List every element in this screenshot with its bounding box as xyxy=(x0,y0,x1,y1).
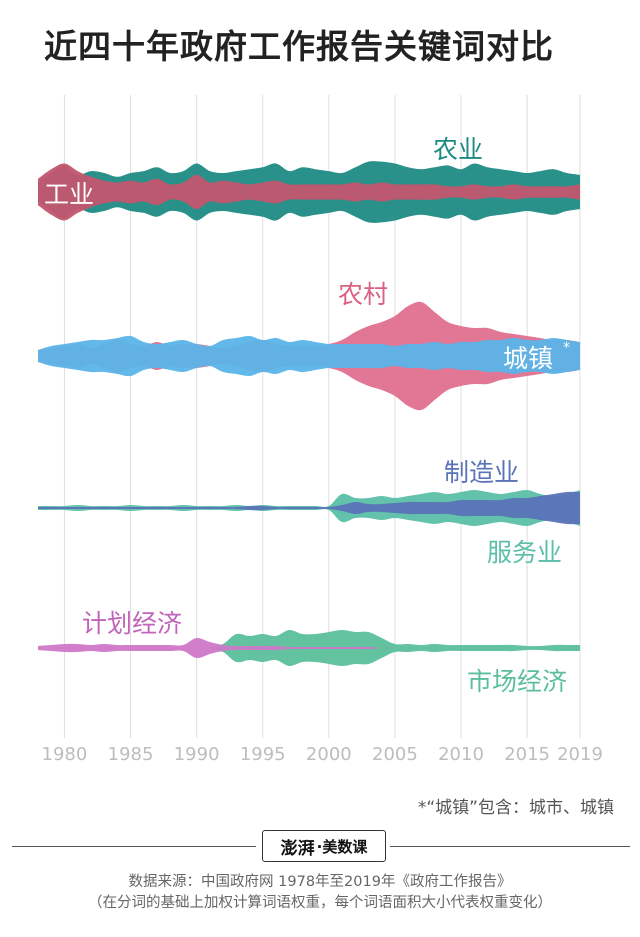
x-tick-label: 2005 xyxy=(372,744,418,765)
x-tick-label: 1995 xyxy=(240,744,286,765)
label-urban: 城镇 xyxy=(503,344,553,373)
divider-right xyxy=(390,846,630,847)
footnote: *“城镇”包含：城市、城镇 xyxy=(417,798,614,818)
stream-urban-area xyxy=(38,335,580,377)
x-tick-label: 2000 xyxy=(306,744,352,765)
data-source: 数据来源：中国政府网 1978年至2019年《政府工作报告》 （在分词的基础上加… xyxy=(0,872,640,914)
page-title: 近四十年政府工作报告关键词对比 xyxy=(44,27,554,66)
x-tick-label: 2010 xyxy=(438,744,484,765)
x-tick-label: 1985 xyxy=(108,744,154,765)
publisher-logo: 澎湃 ·美数课 xyxy=(262,830,386,862)
x-tick-label: 1990 xyxy=(174,744,220,765)
urban-footnote-marker: * xyxy=(563,340,570,356)
label-manufacturing: 制造业 xyxy=(444,458,519,487)
source-line-1: 数据来源：中国政府网 1978年至2019年《政府工作报告》 xyxy=(128,874,512,890)
logo-mark: 澎湃 xyxy=(280,838,315,859)
stream-industry-area xyxy=(38,163,580,221)
label-agriculture: 农业 xyxy=(433,135,483,164)
source-line-2: （在分词的基础上加权计算词语权重，每个词语面积大小代表权重变化） xyxy=(88,895,552,911)
logo-sub: ·美数课 xyxy=(316,837,368,856)
label-market-economy: 市场经济 xyxy=(467,667,567,696)
keyword-streamgraph-chart: 1980 1985 1990 1995 2000 2005 2010 2015 2019 农业工业… xyxy=(38,95,603,765)
label-industry: 工业 xyxy=(44,180,94,209)
stream-planned-economy-area xyxy=(38,637,580,659)
divider-left xyxy=(12,846,256,847)
x-tick-label: 1980 xyxy=(42,744,88,765)
stream-manufacturing-area xyxy=(38,491,580,525)
label-rural: 农村 xyxy=(338,280,388,309)
label-planned-economy: 计划经济 xyxy=(82,609,182,638)
label-services: 服务业 xyxy=(487,538,562,567)
x-tick-label: 2019 xyxy=(557,744,603,765)
x-tick-label: 2015 xyxy=(504,744,550,765)
